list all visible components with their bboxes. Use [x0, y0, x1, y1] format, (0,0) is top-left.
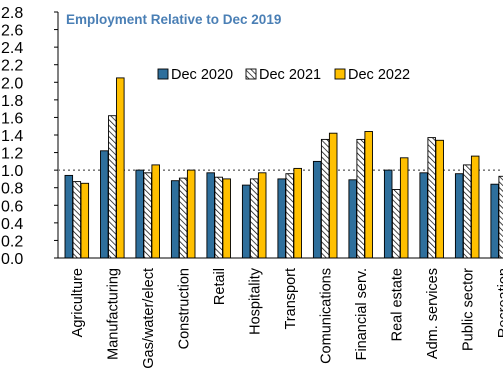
- bar-dec-2022: [151, 164, 160, 259]
- legend-label: Dec 2022: [348, 67, 410, 83]
- legend-swatch: [245, 68, 257, 80]
- y-tick-label: 1.4: [1, 128, 23, 145]
- bar-dec-2021: [108, 115, 117, 259]
- y-tick-label: 2.8: [1, 5, 23, 22]
- bar-dec-2020: [100, 150, 109, 259]
- bar-dec-2022: [222, 178, 231, 259]
- bar-dec-2020: [277, 178, 286, 259]
- bar-dec-2021: [72, 181, 82, 259]
- bar-dec-2020: [312, 160, 322, 259]
- y-tick-label: 0.0: [1, 251, 23, 268]
- x-tick-label: Agriculture: [70, 268, 86, 337]
- bar-dec-2022: [257, 172, 267, 259]
- bar-dec-2021: [356, 138, 365, 259]
- y-tick-label: 2.2: [1, 58, 23, 75]
- legend-label: Dec 2021: [259, 67, 321, 83]
- y-tick-label: 1.0: [1, 163, 23, 180]
- bar-dec-2020: [454, 173, 464, 259]
- bar-dec-2021: [427, 137, 436, 259]
- bar-dec-2021: [285, 173, 294, 259]
- y-tick-label: 1.6: [1, 110, 23, 127]
- bar-dec-2020: [206, 172, 215, 259]
- y-tick-label: 0.6: [1, 198, 23, 215]
- bar-dec-2021: [391, 189, 401, 259]
- bar-dec-2020: [64, 174, 74, 259]
- bar-dec-2020: [241, 184, 251, 259]
- y-axis: 0.00.20.40.60.81.01.21.41.61.82.02.22.42…: [1, 5, 59, 268]
- y-tick-label: 0.8: [1, 181, 23, 198]
- bar-dec-2021: [249, 178, 259, 259]
- bar-dec-2022: [186, 169, 196, 259]
- y-tick-label: 2.0: [1, 75, 23, 92]
- bar-dec-2020: [170, 180, 180, 259]
- x-tick-label: Retail: [212, 268, 228, 305]
- bar-dec-2021: [214, 176, 223, 259]
- x-tick-label: Financial serv.: [354, 268, 370, 360]
- x-axis: Agriculture Manufacturing Gas/water/elect C…: [58, 257, 503, 369]
- bar-dec-2022: [435, 139, 444, 259]
- bar-dec-2022: [293, 167, 302, 259]
- x-tick-label: Manufacturing: [105, 268, 121, 360]
- x-tick-label: Recreation: [496, 268, 503, 338]
- bar-dec-2022: [80, 182, 90, 259]
- bar-dec-2022: [470, 155, 480, 259]
- bar-dec-2021: [462, 164, 472, 259]
- y-tick-label: 1.8: [1, 93, 23, 110]
- x-tick-label: Gas/water/elect: [141, 268, 157, 369]
- bar-dec-2020: [419, 172, 428, 259]
- bar-dec-2021: [178, 177, 188, 259]
- x-tick-label: Real estate: [389, 268, 405, 341]
- y-tick-label: 2.4: [1, 40, 23, 57]
- x-tick-label: Public sector: [460, 268, 476, 351]
- bar-dec-2022: [328, 132, 338, 259]
- bar-dec-2021: [320, 138, 330, 259]
- bars: [64, 77, 503, 259]
- bar-dec-2021: [498, 175, 503, 259]
- bar-dec-2020: [383, 169, 393, 259]
- bar-dec-2021: [143, 172, 152, 259]
- legend-swatch: [334, 68, 346, 80]
- y-tick-label: 0.4: [1, 216, 23, 233]
- bar-dec-2022: [364, 131, 373, 259]
- y-tick-label: 1.2: [1, 146, 23, 163]
- chart-title: Employment Relative to Dec 2019: [66, 12, 281, 27]
- bar-dec-2020: [348, 179, 357, 259]
- bar-dec-2020: [490, 183, 499, 259]
- bar-dec-2022: [116, 77, 125, 259]
- x-tick-label: Construction: [176, 268, 192, 349]
- x-tick-label: Adm. services: [425, 268, 441, 359]
- x-tick-label: Hospitality: [247, 267, 263, 335]
- x-tick-label: Comunications: [318, 268, 334, 364]
- y-tick-label: 0.2: [1, 233, 23, 250]
- y-tick-label: 2.6: [1, 23, 23, 40]
- bar-dec-2020: [135, 169, 144, 259]
- x-tick-label: Transport: [283, 268, 299, 330]
- legend-label: Dec 2020: [171, 67, 233, 83]
- bar-dec-2022: [399, 157, 409, 259]
- legend-swatch: [157, 68, 169, 80]
- legend: Dec 2020 Dec 2021 Dec 2022: [157, 67, 410, 83]
